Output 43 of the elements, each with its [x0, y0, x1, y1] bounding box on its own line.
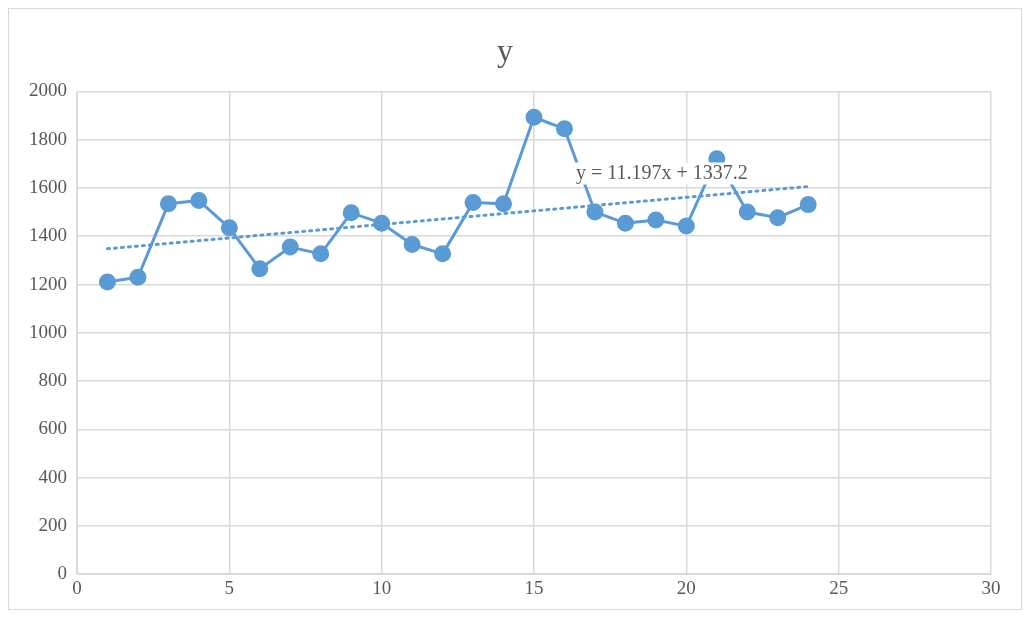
point — [495, 195, 513, 213]
y-tick-label: 1200 — [29, 272, 67, 294]
point — [769, 209, 787, 227]
point — [159, 195, 177, 213]
point — [342, 204, 360, 222]
x-tick-label: 25 — [829, 576, 849, 598]
x-tick-label: 15 — [524, 576, 544, 598]
x-tick-label: 20 — [676, 576, 696, 598]
point — [555, 120, 573, 138]
x-tick-label: 5 — [224, 576, 235, 598]
annotation: y = 11.197x + 1337.2 — [576, 160, 748, 184]
point — [251, 260, 269, 278]
point — [98, 273, 116, 291]
point — [647, 211, 665, 229]
x-tick-label: 30 — [981, 576, 1001, 598]
point — [281, 238, 299, 256]
point — [129, 268, 147, 286]
point — [464, 193, 482, 211]
point — [312, 245, 330, 263]
y-tick-label: 1600 — [29, 175, 67, 197]
point — [403, 235, 421, 253]
y-tick-label: 1800 — [29, 127, 67, 149]
point — [434, 245, 452, 263]
point — [586, 203, 604, 221]
y-tick-label: 0 — [57, 562, 67, 584]
y-tick-label: 200 — [38, 513, 67, 535]
y-tick-label: 1400 — [29, 224, 67, 246]
point — [799, 196, 817, 214]
point — [738, 203, 756, 221]
y-tick-label: 600 — [38, 417, 67, 439]
point — [373, 214, 391, 232]
y-tick-label: 2000 — [29, 79, 67, 101]
point — [677, 217, 695, 235]
point — [616, 214, 634, 232]
chart-title: y — [497, 31, 513, 68]
y-tick-label: 400 — [38, 465, 67, 487]
x-tick-label: 10 — [372, 576, 392, 598]
y-tick-label: 800 — [38, 369, 67, 391]
point — [220, 219, 238, 237]
point — [190, 192, 208, 210]
point — [525, 108, 543, 126]
y-tick-label: 1000 — [29, 320, 67, 342]
x-tick-label: 0 — [72, 576, 82, 598]
